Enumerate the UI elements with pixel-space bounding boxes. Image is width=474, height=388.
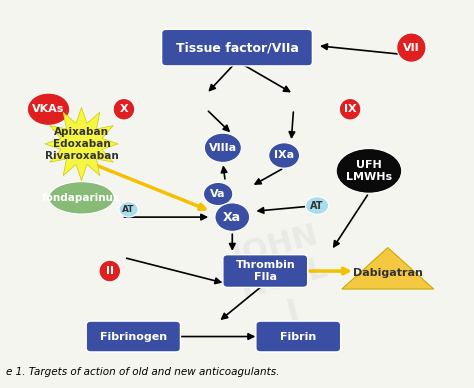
Text: VIIIa: VIIIa — [209, 143, 237, 153]
Ellipse shape — [269, 143, 300, 168]
Text: II: II — [106, 266, 114, 276]
Text: fondaparinux: fondaparinux — [42, 193, 121, 203]
Ellipse shape — [397, 33, 426, 62]
Ellipse shape — [215, 203, 250, 231]
FancyBboxPatch shape — [162, 29, 312, 66]
FancyBboxPatch shape — [256, 321, 341, 352]
Text: e 1. Targets of action of old and new anticoagulants.: e 1. Targets of action of old and new an… — [6, 367, 280, 377]
Ellipse shape — [113, 99, 135, 120]
Text: UFH
LMWHs: UFH LMWHs — [346, 160, 392, 182]
Text: Fibrin: Fibrin — [280, 331, 316, 341]
Ellipse shape — [49, 182, 114, 214]
Text: Apixaban
Edoxaban
Rivaroxaban: Apixaban Edoxaban Rivaroxaban — [45, 127, 118, 161]
Text: Dabigatran: Dabigatran — [353, 268, 423, 278]
Text: VKAs: VKAs — [32, 104, 64, 114]
FancyBboxPatch shape — [223, 255, 308, 288]
Text: JOHN
HULL
I: JOHN HULL I — [229, 221, 339, 337]
Ellipse shape — [306, 197, 328, 215]
Polygon shape — [45, 107, 118, 180]
Ellipse shape — [27, 93, 70, 125]
Text: IX: IX — [344, 104, 356, 114]
Ellipse shape — [204, 133, 241, 163]
Text: IXa: IXa — [274, 151, 294, 161]
Ellipse shape — [203, 182, 233, 206]
Text: Fibrinogen: Fibrinogen — [100, 331, 167, 341]
Text: Thrombin
FIIa: Thrombin FIIa — [236, 260, 295, 282]
Text: VII: VII — [403, 43, 419, 53]
Text: Xa: Xa — [223, 211, 241, 223]
Text: Va: Va — [210, 189, 226, 199]
FancyBboxPatch shape — [86, 321, 181, 352]
Ellipse shape — [339, 99, 361, 120]
Text: AT: AT — [310, 201, 324, 211]
Text: X: X — [119, 104, 128, 114]
Ellipse shape — [336, 149, 402, 193]
Polygon shape — [342, 248, 434, 289]
Ellipse shape — [119, 202, 138, 217]
Ellipse shape — [99, 260, 120, 282]
Text: Tissue factor/VIIa: Tissue factor/VIIa — [175, 41, 299, 54]
Text: AT: AT — [122, 205, 135, 214]
